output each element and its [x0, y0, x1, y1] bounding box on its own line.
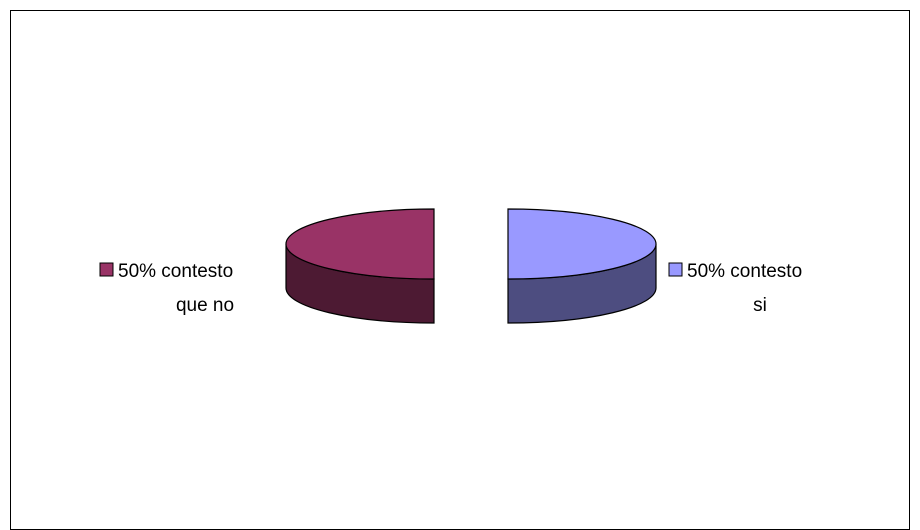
- data-label-si: 50% contesto si: [668, 261, 802, 316]
- label-line1: 50% contesto: [687, 261, 802, 282]
- pie-slice-top: [507, 208, 657, 280]
- pie-slice-top: [285, 208, 435, 280]
- label-line2: que no: [176, 295, 234, 316]
- pie-chart: 50% contesto que no 50% contesto si: [99, 208, 802, 324]
- label-line2: si: [753, 295, 767, 316]
- pie-slice-si: [507, 208, 657, 324]
- chart-frame: [10, 10, 910, 530]
- label-line1: 50% contesto: [118, 261, 233, 282]
- legend-key: [99, 262, 114, 277]
- legend-key: [668, 262, 683, 277]
- pie-slice-que-no: [285, 208, 435, 324]
- data-label-que-no: 50% contesto que no: [99, 261, 234, 316]
